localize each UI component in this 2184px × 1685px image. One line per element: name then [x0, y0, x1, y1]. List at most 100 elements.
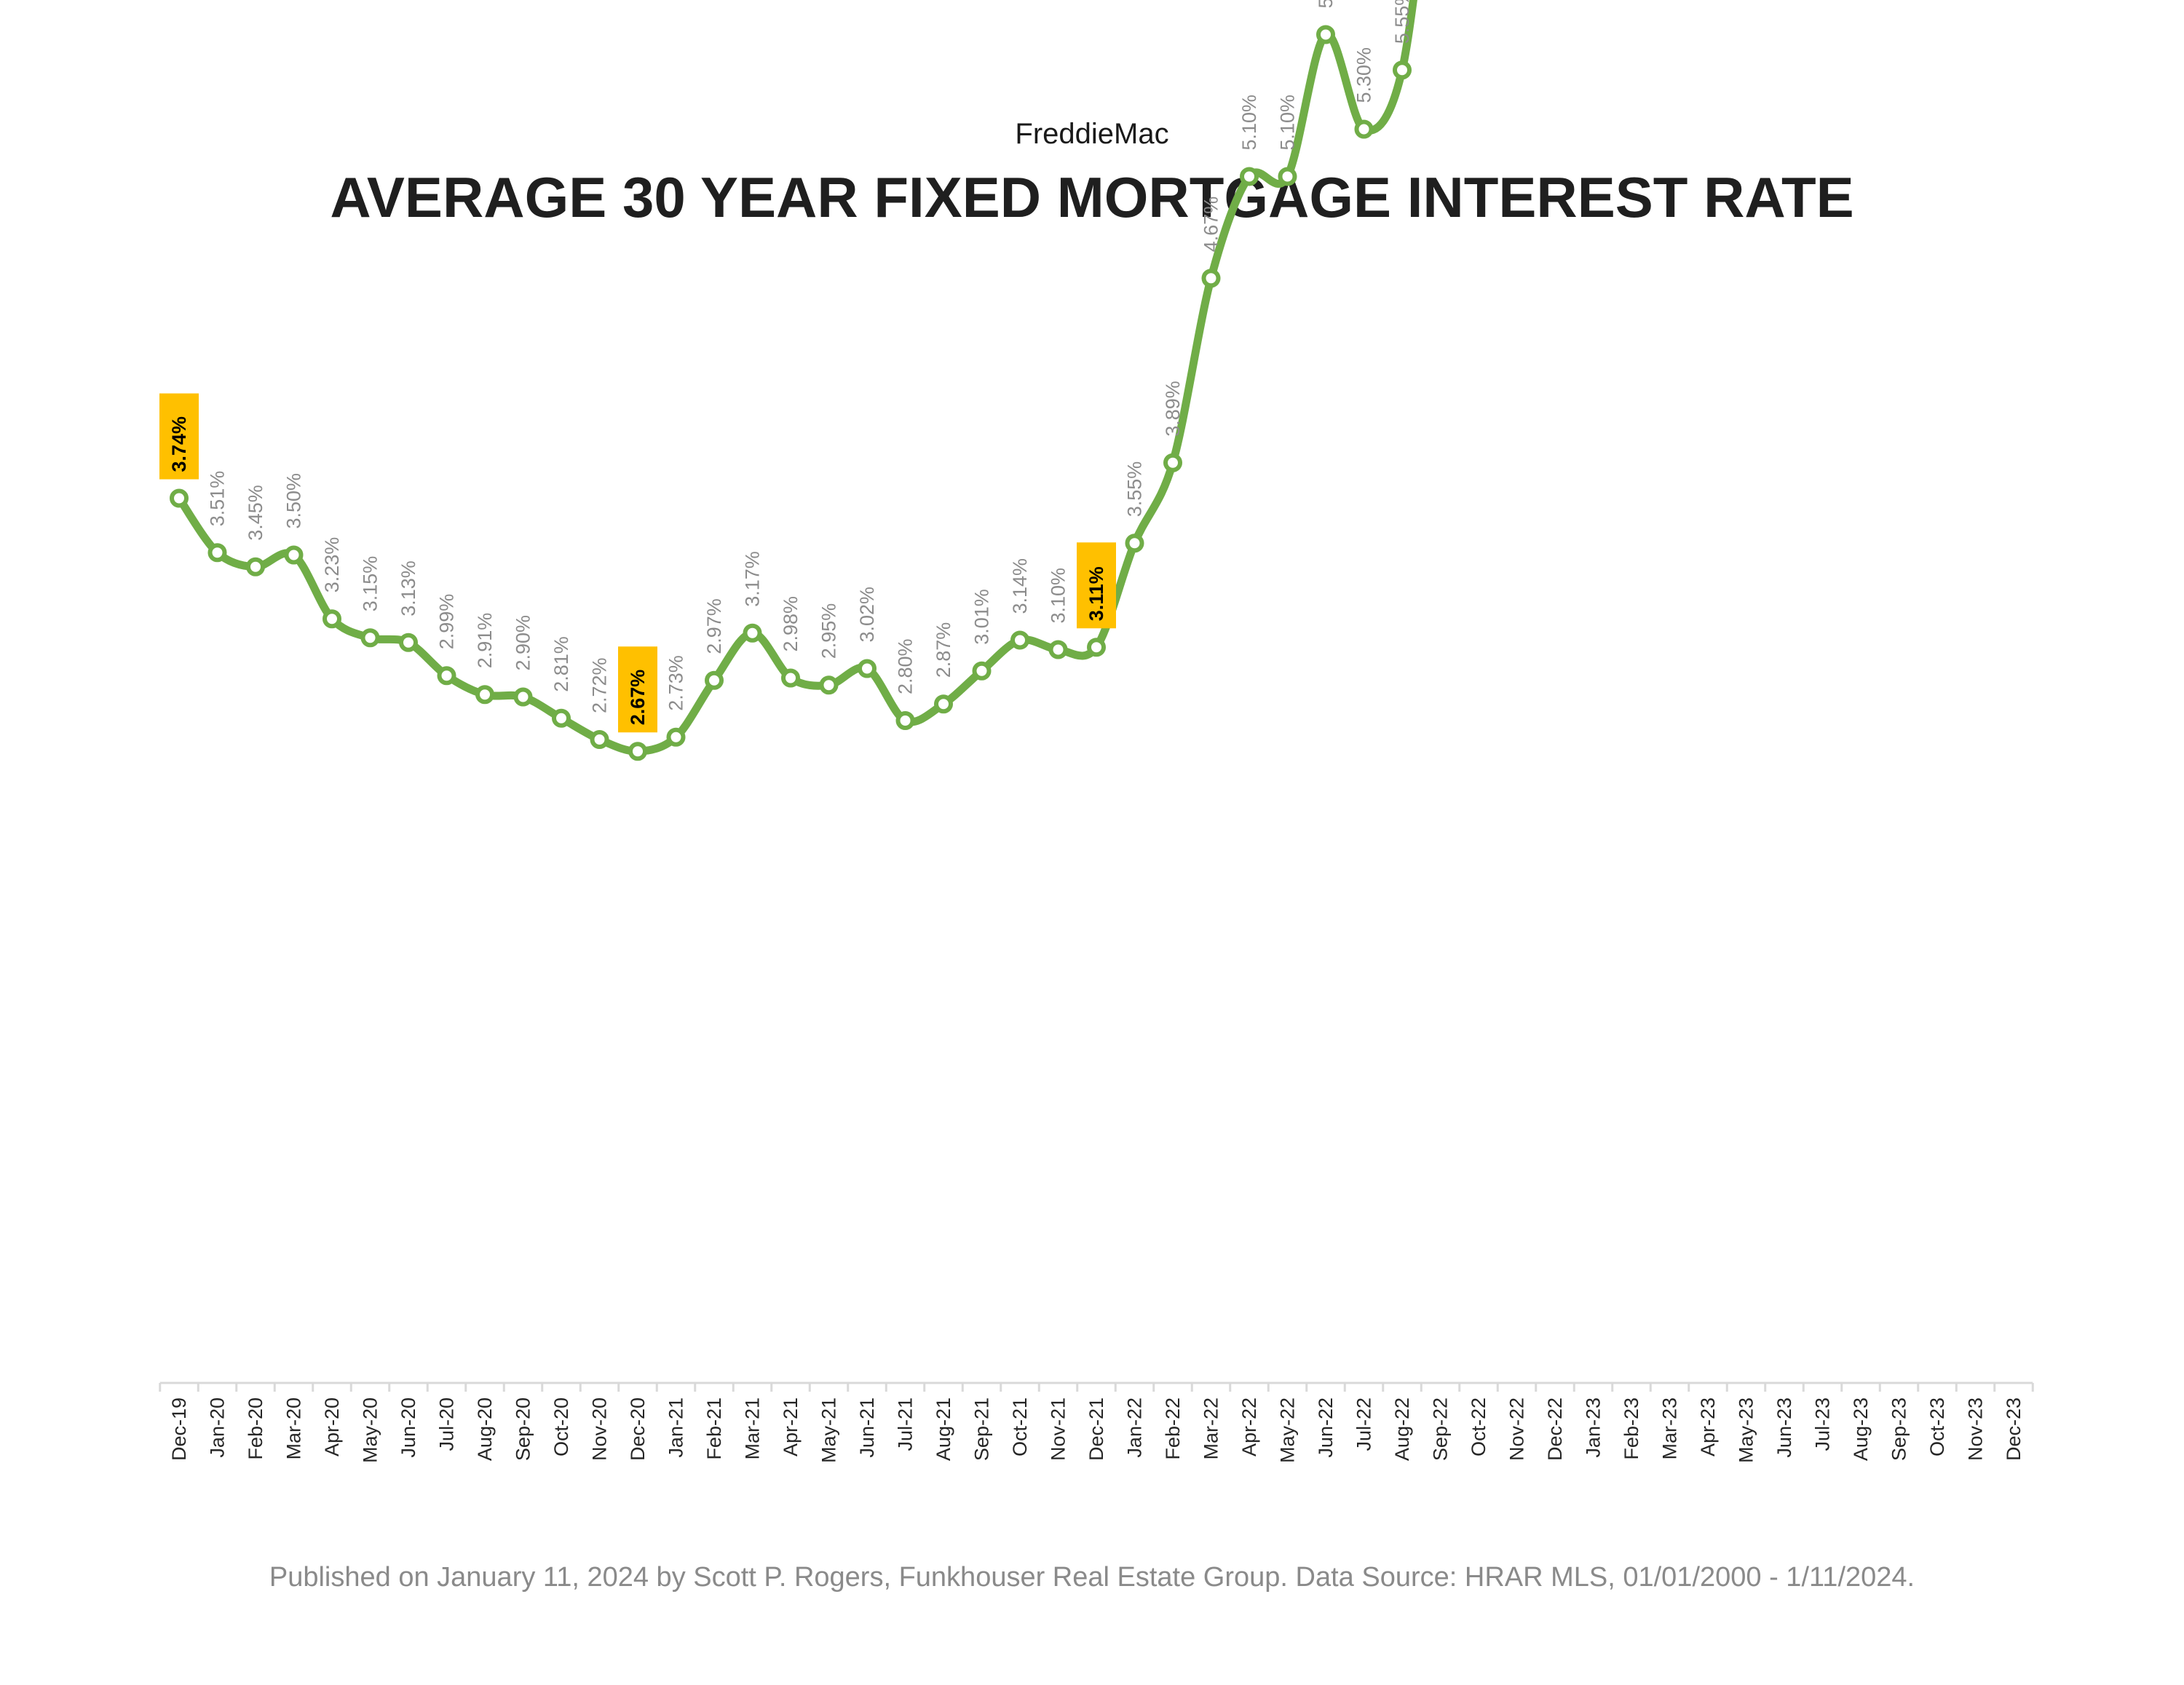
x-tick-label: Aug-22 — [1391, 1397, 1413, 1461]
data-point — [590, 730, 609, 749]
data-point — [170, 488, 189, 508]
x-tick-label: Feb-22 — [1162, 1397, 1184, 1460]
x-tick-label: Jun-23 — [1773, 1397, 1795, 1458]
x-tick-label: Aug-21 — [933, 1397, 954, 1461]
data-label-text: 3.89% — [1162, 381, 1184, 437]
data-label: 3.51% — [207, 471, 229, 527]
x-tick-label: Nov-20 — [589, 1397, 611, 1461]
data-point — [781, 668, 800, 688]
x-tick-label: Oct-22 — [1468, 1397, 1489, 1456]
data-label-text: 3.50% — [283, 473, 305, 529]
data-label: 3.17% — [742, 551, 764, 607]
data-label-text: 3.74% — [168, 416, 190, 472]
data-label-text: 5.70% — [1315, 0, 1337, 9]
data-label: 3.45% — [245, 485, 266, 541]
data-label-text: 2.80% — [895, 638, 917, 694]
data-label-text: 5.30% — [1353, 47, 1375, 103]
data-label-text: 3.13% — [397, 560, 419, 616]
data-label: 2.72% — [589, 657, 611, 713]
data-label: 5.55% — [1391, 0, 1413, 44]
data-label: 5.70% — [1315, 0, 1337, 9]
data-label: 2.90% — [513, 615, 534, 671]
data-label-text: 2.73% — [665, 655, 687, 711]
data-point — [858, 659, 877, 678]
data-point — [1393, 60, 1412, 80]
data-point — [552, 708, 571, 728]
data-label: 3.13% — [397, 560, 419, 616]
data-point — [1240, 167, 1259, 186]
data-label-text: 2.99% — [436, 594, 458, 650]
data-point — [1354, 119, 1374, 139]
data-label: 3.50% — [283, 473, 305, 529]
data-point — [475, 685, 494, 705]
x-tick-label: Jul-23 — [1812, 1397, 1834, 1451]
data-label-text: 3.51% — [207, 471, 229, 527]
data-label-text: 3.55% — [1124, 461, 1146, 518]
x-tick-label: Oct-21 — [1009, 1397, 1031, 1456]
x-tick-label: Jan-21 — [665, 1397, 687, 1458]
footer-source-note: Published on January 11, 2024 by Scott P… — [269, 1562, 1915, 1593]
data-label-highlighted: 3.74% — [159, 393, 199, 480]
x-tick-label: Jul-22 — [1353, 1397, 1375, 1451]
data-label: 2.97% — [703, 598, 725, 654]
data-label: 3.55% — [1124, 461, 1146, 518]
data-label-highlight-box — [618, 646, 657, 733]
data-label-text: 5.55% — [1391, 0, 1413, 44]
data-point — [1087, 638, 1106, 657]
data-label: 2.81% — [550, 636, 572, 692]
data-point — [1316, 25, 1335, 44]
data-label: 4.67% — [1200, 197, 1222, 253]
data-label-highlighted: 3.11% — [1077, 542, 1116, 629]
data-label: 2.80% — [895, 638, 917, 694]
x-tick-label: Jun-22 — [1315, 1397, 1337, 1458]
data-point — [1163, 453, 1182, 472]
x-tick-label: Oct-20 — [550, 1397, 572, 1456]
data-point — [819, 675, 839, 695]
data-point — [1048, 640, 1068, 659]
x-tick-label: Jan-23 — [1583, 1397, 1605, 1458]
x-tick-label: Jun-20 — [397, 1397, 419, 1458]
x-tick-label: Feb-21 — [703, 1397, 725, 1460]
data-label-text: 5.10% — [1277, 95, 1299, 151]
data-label: 3.02% — [856, 587, 878, 643]
data-label: 3.10% — [1048, 568, 1069, 624]
data-label: 2.98% — [780, 596, 802, 652]
data-label-text: 5.10% — [1238, 95, 1260, 151]
data-point — [666, 727, 686, 747]
data-label: 5.10% — [1238, 95, 1260, 151]
data-point — [705, 670, 724, 690]
data-label: 2.91% — [474, 613, 496, 669]
data-point — [399, 633, 418, 652]
x-tick-label: Apr-22 — [1238, 1397, 1260, 1456]
x-tick-label: Feb-20 — [245, 1397, 266, 1460]
data-label-text: 3.17% — [742, 551, 764, 607]
x-tick-label: Nov-21 — [1048, 1397, 1069, 1461]
data-label-text: 2.67% — [627, 670, 649, 726]
x-tick-label: Sep-20 — [513, 1397, 534, 1461]
data-label-text: 2.87% — [933, 622, 954, 678]
data-point — [246, 557, 265, 576]
data-label-text: 3.45% — [245, 485, 266, 541]
data-label-text: 3.02% — [856, 587, 878, 643]
x-tick-label: Mar-22 — [1200, 1397, 1222, 1460]
data-point — [895, 711, 915, 730]
data-label: 2.99% — [436, 594, 458, 650]
chart-title: AVERAGE 30 YEAR FIXED MORTGAGE INTEREST … — [330, 165, 1854, 229]
data-label-text: 3.10% — [1048, 568, 1069, 624]
data-point — [1010, 630, 1029, 650]
series-line — [175, 0, 1417, 756]
x-tick-label: Nov-22 — [1506, 1397, 1528, 1461]
data-point — [628, 742, 647, 761]
data-point — [934, 694, 953, 714]
data-point — [1201, 269, 1221, 288]
data-point — [284, 545, 304, 565]
x-tick-label: Sep-21 — [971, 1397, 993, 1461]
data-label: 2.73% — [665, 655, 687, 711]
x-tick-label: Sep-23 — [1888, 1397, 1910, 1461]
x-tick-label: Aug-20 — [474, 1397, 496, 1461]
data-label-highlight-box — [1077, 542, 1116, 629]
data-label: 5.10% — [1277, 95, 1299, 151]
data-label-text: 2.90% — [513, 615, 534, 671]
x-tick-label: Dec-21 — [1085, 1397, 1107, 1461]
